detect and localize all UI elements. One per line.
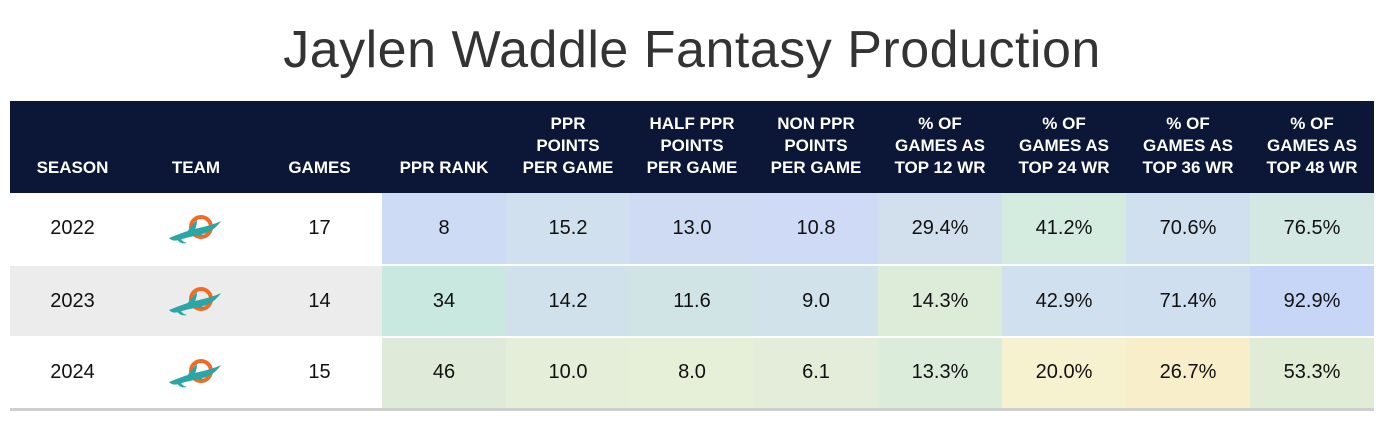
stats-table: SEASON TEAM GAMES PPR RANK PPR POINTS PER …: [10, 101, 1374, 411]
top36-cell: 70.6%: [1126, 193, 1250, 266]
header-top24[interactable]: % OF GAMES AS TOP 24 WR: [1002, 101, 1126, 193]
season-cell: 2023: [10, 265, 135, 338]
header-top36[interactable]: % OF GAMES AS TOP 36 WR: [1126, 101, 1250, 193]
header-ppr-rank[interactable]: PPR RANK: [382, 101, 506, 193]
top24-cell: 20.0%: [1002, 337, 1126, 411]
non-ppr-ppg-cell: 10.8: [754, 193, 878, 266]
dolphins-logo-icon: [169, 214, 221, 243]
page-title: Jaylen Waddle Fantasy Production: [283, 21, 1101, 79]
season-cell: 2024: [10, 337, 135, 411]
table-row: 2022 17 8 15.2 13.0 10.8 29.4% 41.2% 70.6% 76.5%: [10, 193, 1374, 266]
top36-cell: 71.4%: [1126, 265, 1250, 338]
games-cell: 15: [257, 337, 382, 411]
header-top48[interactable]: % OF GAMES AS TOP 48 WR: [1250, 101, 1374, 193]
header-season[interactable]: SEASON: [10, 101, 135, 193]
header-top12[interactable]: % OF GAMES AS TOP 12 WR: [878, 101, 1002, 193]
games-cell: 14: [257, 265, 382, 338]
top24-cell: 41.2%: [1002, 193, 1126, 266]
season-cell: 2022: [10, 193, 135, 266]
half-ppr-ppg-cell: 8.0: [630, 337, 754, 411]
header-games[interactable]: GAMES: [257, 101, 382, 193]
non-ppr-ppg-cell: 9.0: [754, 265, 878, 338]
top48-cell: 92.9%: [1250, 265, 1374, 338]
half-ppr-ppg-cell: 13.0: [630, 193, 754, 266]
header-half-ppr-ppg[interactable]: HALF PPR POINTS PER GAME: [630, 101, 754, 193]
ppr-ppg-cell: 10.0: [506, 337, 630, 411]
header-ppr-ppg[interactable]: PPR POINTS PER GAME: [506, 101, 630, 193]
top36-cell: 26.7%: [1126, 337, 1250, 411]
ppr-rank-cell: 34: [382, 265, 506, 338]
top12-cell: 13.3%: [878, 337, 1002, 411]
ppr-rank-cell: 8: [382, 193, 506, 266]
table-row: 2023 14 34 14.2 11.6 9.0 14.3% 42.9% 71.4% 92.9%: [10, 265, 1374, 338]
header-row: SEASON TEAM GAMES PPR RANK PPR POINTS PER …: [10, 101, 1374, 193]
header-non-ppr-ppg[interactable]: NON PPR POINTS PER GAME: [754, 101, 878, 193]
dolphins-logo-icon: [169, 287, 221, 316]
ppr-ppg-cell: 14.2: [506, 265, 630, 338]
half-ppr-ppg-cell: 11.6: [630, 265, 754, 338]
top48-cell: 53.3%: [1250, 337, 1374, 411]
ppr-rank-cell: 46: [382, 337, 506, 411]
team-cell: [135, 193, 257, 266]
top48-cell: 76.5%: [1250, 193, 1374, 266]
non-ppr-ppg-cell: 6.1: [754, 337, 878, 411]
table-row: 2024 15 46 10.0 8.0 6.1 13.3% 20.0% 26.7% 53.3%: [10, 337, 1374, 411]
games-cell: 17: [257, 193, 382, 266]
header-team[interactable]: TEAM: [135, 101, 257, 193]
team-cell: [135, 265, 257, 338]
dolphins-logo-icon: [169, 358, 221, 388]
team-cell: [135, 337, 257, 411]
ppr-ppg-cell: 15.2: [506, 193, 630, 266]
top12-cell: 29.4%: [878, 193, 1002, 266]
top24-cell: 42.9%: [1002, 265, 1126, 338]
top12-cell: 14.3%: [878, 265, 1002, 338]
